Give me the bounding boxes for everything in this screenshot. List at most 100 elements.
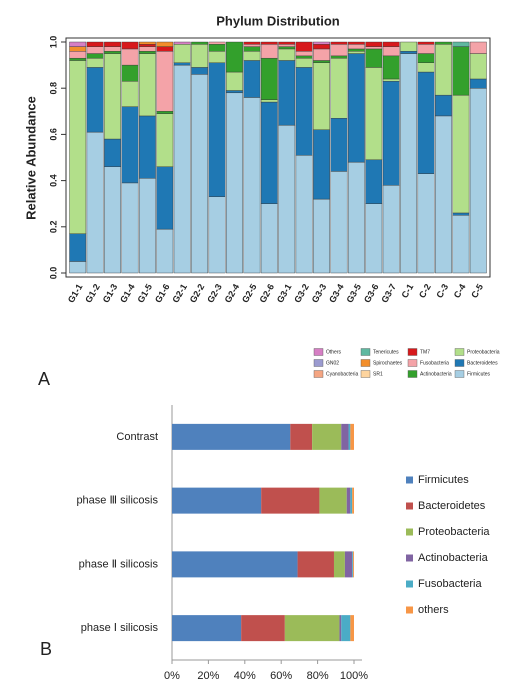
bar-segment: [156, 46, 174, 52]
bar-segment: [350, 615, 354, 642]
bar-segment: [138, 51, 156, 54]
bar-segment: [243, 46, 261, 52]
legend-label: GN02: [326, 360, 339, 366]
x-tick-label: G3-2: [292, 282, 311, 304]
legend-label: Fusobacteria: [418, 578, 482, 590]
bar-segment: [208, 51, 226, 63]
bar-segment: [69, 233, 87, 262]
x-tick-label: G1-1: [66, 282, 85, 304]
bar-segment: [138, 115, 156, 179]
legend-label: Cyanobacteria: [326, 371, 358, 377]
bar-segment: [313, 60, 330, 63]
bar-segment: [69, 41, 87, 47]
bar-segment: [172, 551, 298, 578]
x-tick-label: G1-3: [101, 282, 120, 304]
bar-segment: [347, 161, 365, 274]
bar-segment: [330, 57, 348, 119]
legend-label: Spirochaetes: [373, 360, 403, 366]
legend-swatch: [313, 348, 324, 356]
bar-segment: [452, 46, 470, 96]
bar-segment: [172, 615, 242, 642]
bar-segment: [297, 551, 334, 578]
bar-segment: [86, 131, 104, 274]
bar-segment: [365, 67, 383, 161]
bar-segment: [86, 46, 104, 54]
bar-segment: [226, 71, 243, 91]
bar-segment: [86, 41, 104, 47]
legend-swatch: [360, 348, 371, 356]
y-tick-label: Contrast: [116, 431, 158, 443]
bar-segment: [69, 261, 87, 274]
bar-segment: [243, 97, 261, 274]
legend-swatch: [313, 359, 324, 367]
bar-segment: [417, 53, 435, 63]
bar-segment: [417, 62, 435, 73]
x-tick-label: C-2: [417, 282, 433, 300]
bar-segment: [400, 51, 418, 54]
x-tick-label: G2-5: [240, 282, 259, 304]
bar-segment: [260, 203, 278, 274]
legend-swatch: [406, 580, 413, 588]
bar-segment: [156, 113, 174, 167]
bar-segment: [382, 41, 400, 47]
bar-segment: [330, 41, 348, 45]
bar-segment: [452, 94, 470, 214]
legend-label: Firmicutes: [467, 371, 491, 377]
x-tick-label: G3-3: [310, 282, 329, 304]
x-tick-label: G2-6: [257, 282, 276, 304]
bar-segment: [382, 46, 400, 57]
bar-segment: [313, 41, 330, 45]
bar-segment: [330, 171, 348, 274]
bar-segment: [452, 212, 470, 216]
bar-segment: [347, 41, 365, 45]
bar-segment: [104, 51, 121, 54]
y-tick-label: 0.4: [48, 174, 58, 187]
bar-segment: [241, 615, 285, 642]
bar-segment: [138, 46, 156, 52]
bar-segment: [417, 173, 435, 274]
legend-swatch: [313, 370, 324, 378]
x-tick-label: 100%: [340, 670, 368, 682]
bar-segment: [295, 51, 313, 57]
bar-segment: [344, 551, 353, 578]
legend-swatch: [406, 476, 413, 484]
x-tick-label: G2-1: [170, 282, 189, 304]
bar-segment: [353, 551, 354, 578]
bar-segment: [121, 64, 139, 82]
bar-segment: [350, 423, 354, 450]
bar-segment: [208, 62, 226, 197]
plot-frame: [65, 37, 491, 278]
bar-segment: [313, 198, 330, 274]
legend-swatch: [360, 370, 371, 378]
x-tick-label: 80%: [307, 670, 329, 682]
legend-swatch: [407, 370, 418, 378]
legend-label: Fusobacteria: [420, 360, 449, 366]
bar-segment: [156, 111, 174, 114]
legend-label: Others: [326, 349, 342, 355]
bar-segment: [138, 41, 156, 45]
bar-segment: [260, 99, 278, 103]
bar-segment: [86, 67, 104, 133]
bar-segment: [365, 203, 383, 274]
bar-segment: [121, 48, 139, 66]
bar-segment: [469, 41, 487, 54]
bar-segment: [173, 64, 191, 274]
bar-segment: [435, 115, 452, 274]
x-tick-label: C-3: [434, 282, 450, 300]
y-axis-label: Relative Abundance: [23, 96, 38, 220]
bar-segment: [86, 57, 104, 68]
bar-segment: [469, 53, 487, 80]
bar-segment: [226, 92, 243, 274]
bar-segment: [313, 48, 330, 61]
bar-segment: [173, 62, 191, 66]
x-tick-label: G3-7: [379, 282, 398, 304]
bar-segment: [104, 41, 121, 47]
y-tick-label: 0.0: [48, 267, 58, 280]
bar-segment: [347, 48, 365, 52]
bar-segment: [382, 81, 400, 186]
bar-segment: [341, 423, 349, 450]
legend-swatch: [407, 348, 418, 356]
bar-segment: [261, 487, 320, 514]
legend-swatch: [406, 502, 413, 510]
